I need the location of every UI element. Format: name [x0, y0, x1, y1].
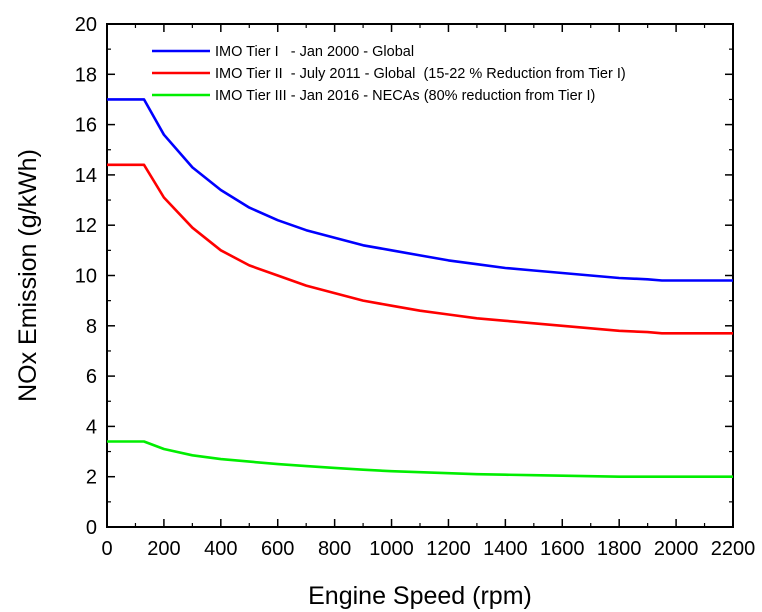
y-tick-label: 18 — [75, 64, 97, 86]
y-tick-label: 6 — [86, 366, 97, 388]
x-tick-label: 800 — [318, 538, 351, 560]
legend-label-1: IMO Tier I - Jan 2000 - Global — [215, 44, 414, 60]
x-tick-label: 600 — [261, 538, 294, 560]
y-tick-label: 16 — [75, 115, 97, 137]
x-axis-title: Engine Speed (rpm) — [308, 582, 532, 610]
x-tick-label: 2200 — [711, 538, 756, 560]
axis-ticks: 0 200 400 600 800 1000 1200 1400 1600 1800 2000 220… — [75, 14, 756, 560]
y-tick-label: 8 — [86, 316, 97, 338]
y-tick-label: 0 — [86, 517, 97, 539]
x-tick-label: 400 — [204, 538, 237, 560]
series-line-1 — [107, 98, 733, 282]
x-tick-label: 1200 — [426, 538, 471, 560]
y-tick-label: 14 — [75, 165, 97, 187]
y-tick-label: 2 — [86, 467, 97, 489]
x-tick-label: 1000 — [369, 538, 414, 560]
x-tick-label: 1800 — [597, 538, 642, 560]
x-tick-label: 1600 — [540, 538, 585, 560]
x-tick-label: 1400 — [483, 538, 528, 560]
x-tick-label: 2000 — [654, 538, 699, 560]
x-tick-label: 0 — [101, 538, 112, 560]
legend-label-3: IMO Tier III - Jan 2016 - NECAs (80% red… — [215, 88, 595, 104]
y-tick-label: 10 — [75, 266, 97, 288]
series-line-2 — [107, 163, 733, 335]
series-lines — [107, 98, 733, 479]
legend-label-2: IMO Tier II - July 2011 - Global (15-22 … — [215, 66, 626, 82]
y-tick-label: 20 — [75, 14, 97, 36]
y-tick-label: 12 — [75, 215, 97, 237]
y-axis-title: NOx Emission (g/kWh) — [14, 149, 42, 402]
y-tick-label: 4 — [86, 416, 97, 438]
legend: IMO Tier I - Jan 2000 - Global IMO Tier I… — [152, 44, 626, 104]
x-tick-label: 200 — [147, 538, 180, 560]
series-line-3 — [107, 440, 733, 479]
